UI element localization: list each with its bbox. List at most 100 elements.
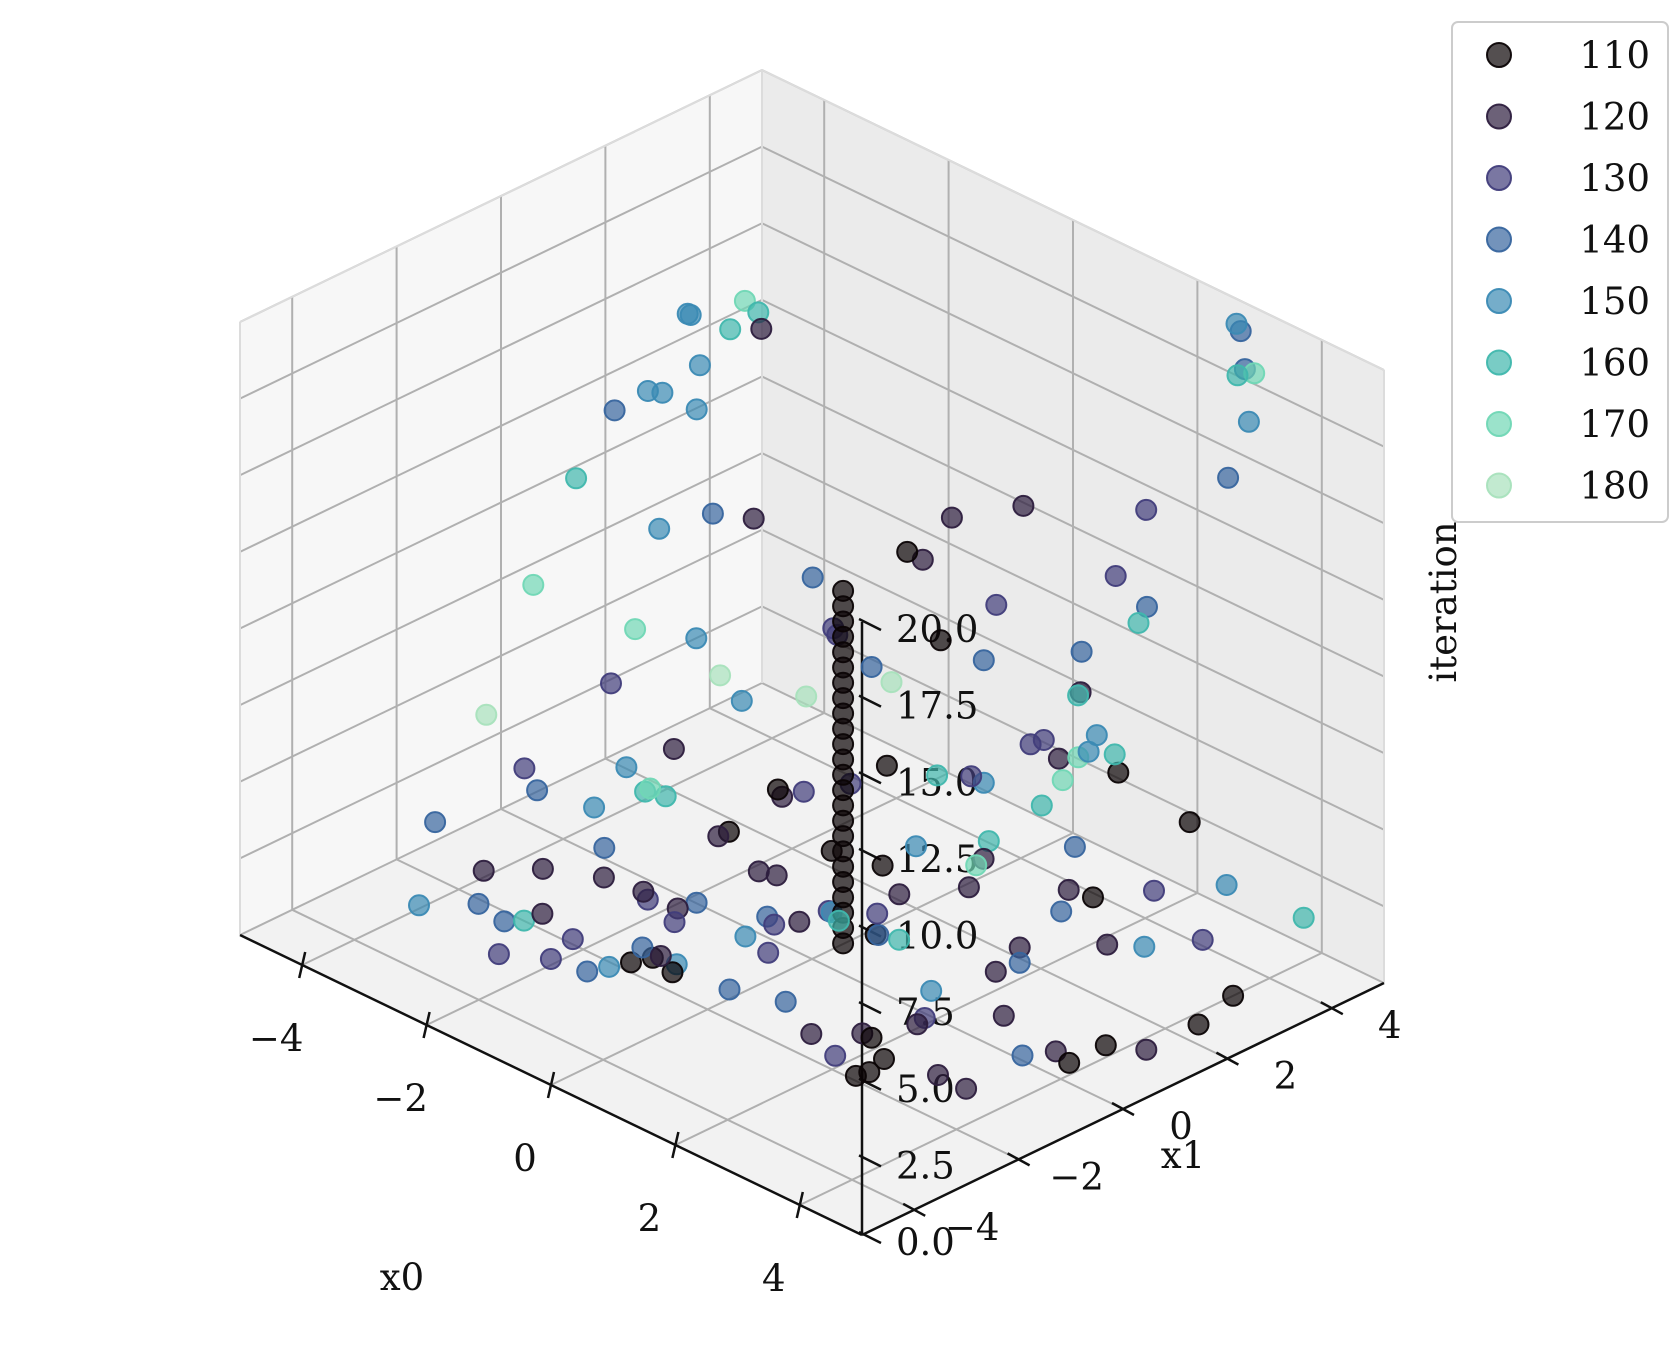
point-series-170 [639,777,662,800]
y-tick [1007,1152,1031,1167]
y-tick [1215,1051,1239,1066]
pane-edge [239,69,763,323]
point-series-160 [888,928,911,951]
point-series-140 [1050,900,1073,923]
z-tick [858,1230,882,1245]
point-series-110 [1187,1013,1210,1036]
z-gridline-left [239,452,763,707]
point-series-150 [651,381,674,404]
y-tick-label: 2 [1274,1055,1298,1098]
z-gridline-left [239,145,763,400]
point-series-150 [615,756,638,779]
point-series-150 [1237,410,1260,433]
point-series-130 [1104,565,1127,587]
point-series-180 [880,671,903,694]
z-tick [858,1001,882,1015]
point-series-120 [649,945,672,967]
legend-marker [1486,288,1512,314]
point-series-140 [1063,835,1086,858]
point-series-130 [513,757,536,780]
point-series-120 [742,507,765,530]
point-series-120 [888,883,911,906]
point-series-120 [1135,1038,1158,1061]
point-series-130 [1032,729,1055,751]
point-series-140 [972,649,995,672]
point-series-150 [648,517,671,540]
point-series-150 [1085,724,1108,747]
point-series-120 [800,1023,823,1045]
point-series-120 [592,866,615,889]
z-gridline-back [761,528,1385,831]
point-series-130 [1143,879,1165,902]
point-series-130 [600,672,622,695]
legend-label: 170 [1579,403,1650,446]
point-series-120 [1057,878,1080,901]
point-series-120 [940,506,963,529]
point-series-110 [1107,761,1130,784]
x-tick-label: 4 [762,1257,786,1300]
z-tick [858,771,882,785]
z-gridline-left [239,605,763,860]
y-tick [1320,1001,1344,1016]
legend-label: 110 [1579,34,1650,77]
point-series-140 [701,502,724,525]
z-tick [858,694,882,708]
legend-marker [1486,42,1512,68]
y-gridline-floor [709,707,1333,1010]
point-series-140 [631,936,654,959]
y-tick-label: 0 [1169,1105,1193,1148]
point-series-160 [719,318,742,341]
x-tick [297,951,307,979]
point-series-170 [624,618,647,641]
point-series-150 [679,304,702,326]
point-series-150 [685,627,708,650]
point-series-120 [957,876,980,899]
x-tick [422,1011,431,1039]
z-tick-label: 10.0 [896,915,978,958]
z-gridline-left [239,528,763,783]
y-tick [1111,1101,1135,1117]
point-series-120 [955,1077,978,1100]
point-series-160 [1226,364,1249,387]
z-gridline-back [761,298,1385,601]
y-gridline-floor [396,858,1020,1161]
point-series-150 [905,835,927,858]
point-series-160 [1103,743,1126,766]
point-series-180 [709,664,732,687]
point-series-170 [522,573,545,596]
point-series-140 [603,399,626,422]
point-series-110 [1082,886,1104,909]
point-series-160 [565,467,588,490]
legend-label: 120 [1579,96,1650,139]
point-series-110 [620,951,642,974]
point-series-130 [663,911,686,934]
legend-marker [1486,103,1512,130]
legend: 110 120 130 140 150 160 170 180 [1451,21,1669,523]
point-series-120 [662,738,685,760]
pane-edge [761,69,1385,371]
point-series-120 [984,960,1007,983]
point-series-110 [1058,1051,1081,1074]
point-series-120 [788,910,811,933]
z-tick-label: 2.5 [896,1144,955,1187]
point-series-110 [1094,1034,1117,1057]
y-tick-label: −4 [945,1206,1000,1249]
z-gridline-left [239,222,763,477]
point-series-140 [801,566,824,589]
z-axis-label: iteration [1422,521,1465,682]
point-series-120 [765,864,788,887]
point-series-150 [688,354,711,377]
z-gridline-back [761,375,1385,678]
z-gridline-back [761,222,1385,525]
z-gridline-back [761,682,1385,984]
point-series-130 [763,913,786,936]
legend-label: 130 [1579,157,1650,200]
x-tick-label: 2 [638,1197,662,1240]
point-series-120 [1096,933,1119,956]
legend-marker [1486,349,1512,376]
point-series-120 [531,902,554,925]
point-series-120 [1047,747,1070,770]
y-tick [902,1202,926,1217]
